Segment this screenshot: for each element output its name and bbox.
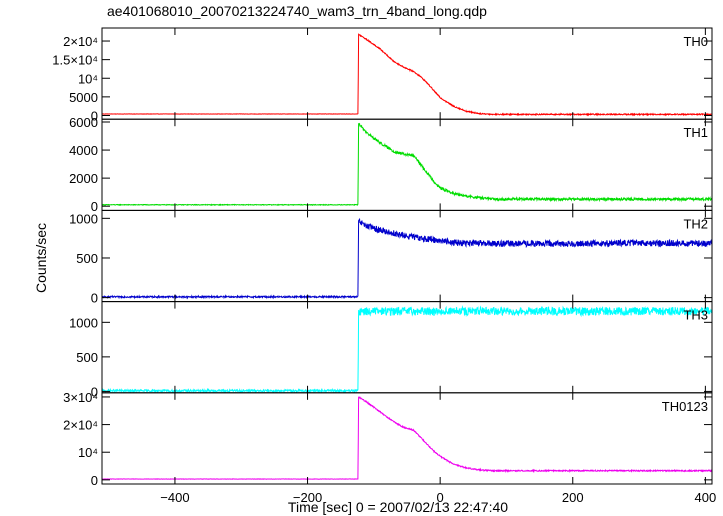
panel-label: TH3 [683,308,708,323]
y-tick-label: 4000 [69,143,98,158]
panel-frame [101,392,713,485]
x-tick-label: 200 [562,490,584,505]
panel-th1: 0 2000 4000 6000 TH1 [69,115,713,214]
panel-frame [101,301,713,394]
y-tick-label: 5000 [69,90,98,105]
series-line-th0 [102,33,712,117]
series-line-th0123 [102,395,712,480]
y-axis-label: Counts/sec [33,223,49,293]
y-tick-label: 1000 [69,315,98,330]
y-tick-label: 500 [76,350,98,365]
y-tick-label: 2000 [69,171,98,186]
series-line-th2 [102,217,712,300]
panel-label: TH2 [683,216,708,231]
y-tick-label: 2×10⁴ [63,34,98,49]
y-tick-label: 0 [91,199,98,214]
y-tick-label: 10⁴ [78,71,98,86]
series-line-th3 [102,305,712,393]
series-line-th1 [102,122,712,207]
x-tick-label: −400 [160,490,189,505]
x-tick-label: 0 [437,490,444,505]
y-tick-label: 2×10⁴ [63,418,98,433]
panel-frame [101,27,713,120]
panel-label: TH0 [683,34,708,49]
y-tick-label: 0 [91,473,98,488]
y-tick-label: 0 [91,108,98,123]
y-tick-label: 500 [76,251,98,266]
y-tick-label: 10⁴ [78,445,98,460]
y-tick-label: 6000 [69,115,98,130]
panel-label: TH1 [683,125,708,140]
panel-th3: 0 500 1000 TH3 [69,301,713,399]
y-tick-label: 3×10⁴ [63,390,98,405]
panel-label: TH0123 [662,399,708,414]
panel-frame [101,209,713,303]
panel-frame [101,118,713,211]
panel-th0: 0 5000 10⁴ 1.5×10⁴ 2×10⁴ TH0 [52,27,713,123]
y-tick-label: 0 [91,291,98,306]
x-tick-label: 400 [695,490,717,505]
x-tick-label: −200 [293,490,322,505]
x-axis-label: Time [sec] 0 = 2007/02/13 22:47:40 [288,499,508,515]
y-tick-label: 0 [91,384,98,399]
chart-title: ae401068010_20070213224740_wam3_trn_4ban… [107,3,487,19]
y-tick-label: 1.5×10⁴ [52,53,98,68]
panel-th0123: 0 10⁴ 2×10⁴ 3×10⁴ TH0123 [63,390,713,488]
panel-th2: 0 500 1000 TH2 [69,209,713,306]
y-tick-label: 1000 [69,211,98,226]
